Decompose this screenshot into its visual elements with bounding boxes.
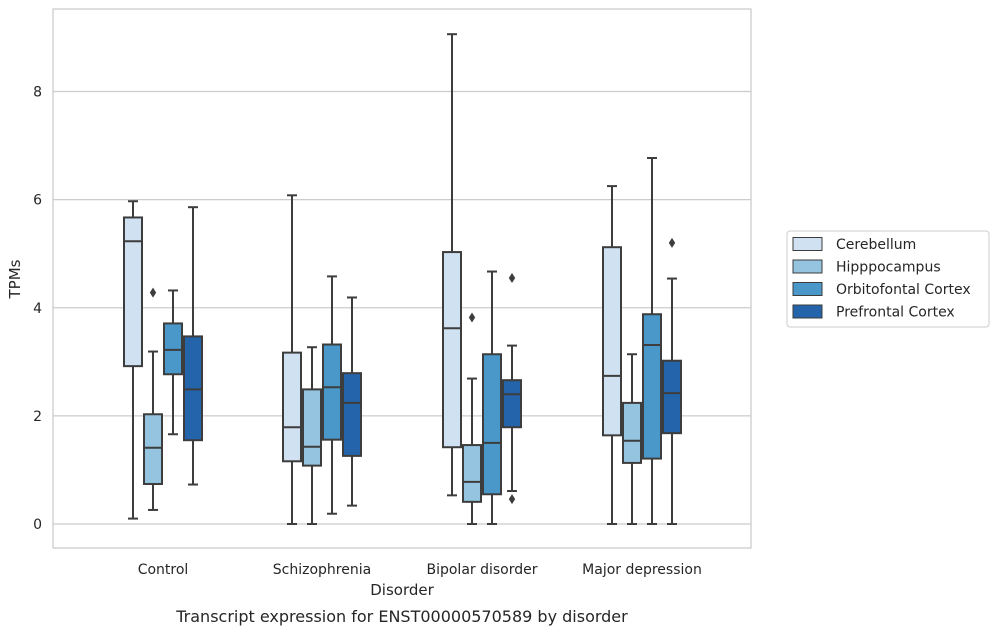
x-axis-label: Disorder	[370, 581, 434, 599]
legend-label: Prefrontal Cortex	[836, 305, 955, 321]
outlier-point	[468, 312, 476, 323]
box-plot	[482, 270, 502, 525]
legend-frame	[786, 230, 990, 328]
box-iqr	[143, 413, 163, 485]
box-plot	[282, 194, 302, 525]
box-plot	[662, 237, 682, 525]
legend: Cerebellum Hipppocampus Orbitofontal Corte…	[786, 230, 990, 328]
box-plot	[163, 289, 183, 436]
outlier-point	[508, 494, 516, 505]
box-plot	[602, 185, 622, 525]
outlier-point	[668, 237, 676, 248]
box-plot	[143, 287, 163, 511]
outlier-point	[149, 287, 157, 298]
x-tick-label: Control	[138, 562, 189, 578]
box-iqr	[482, 353, 502, 496]
legend-swatch	[792, 304, 823, 319]
box-plot	[442, 33, 462, 497]
y-tick-label: 4	[33, 301, 42, 317]
box-plot	[502, 273, 522, 505]
box-iqr	[622, 401, 642, 464]
y-tick-label: 6	[33, 193, 42, 209]
box-plot	[462, 312, 482, 525]
box-iqr	[502, 379, 522, 429]
box-plot	[642, 156, 662, 525]
legend-swatch	[792, 282, 823, 296]
box-iqr	[442, 251, 462, 449]
y-tick-label: 0	[33, 517, 42, 533]
x-tick-label: Major depression	[582, 562, 702, 578]
box-iqr	[123, 216, 143, 368]
box-plot	[622, 353, 642, 525]
box-iqr	[282, 351, 302, 463]
legend-swatch	[792, 237, 823, 251]
chart-title: Transcript expression for ENST0000057058…	[175, 607, 628, 626]
box-iqr	[642, 313, 662, 460]
x-tick-label: Bipolar disorder	[426, 562, 537, 578]
outlier-point	[508, 273, 516, 284]
box-iqr	[163, 322, 183, 376]
legend-label: Orbitofontal Cortex	[836, 282, 971, 298]
plot-area-frame	[52, 8, 752, 549]
box-plot	[183, 206, 203, 486]
box-iqr	[602, 246, 622, 437]
box-iqr	[662, 359, 682, 435]
box-iqr	[183, 335, 203, 442]
y-axis-ticks: 0 2 4 6 8	[33, 85, 42, 534]
box-groups	[123, 33, 682, 525]
box-plot	[342, 296, 362, 507]
y-tick-label: 8	[33, 85, 42, 101]
box-iqr	[342, 372, 362, 457]
box-plot	[302, 346, 322, 525]
box-iqr	[322, 343, 342, 441]
x-tick-label: Schizophrenia	[273, 562, 371, 578]
legend-label: Hipppocampus	[836, 260, 941, 276]
legend-label: Cerebellum	[836, 237, 916, 253]
box-iqr	[302, 388, 322, 467]
box-plot	[322, 275, 342, 515]
box-iqr	[462, 444, 482, 503]
box-plot	[123, 200, 143, 520]
y-axis-label: TPMs	[6, 259, 24, 299]
x-axis-ticks: Control Schizophrenia Bipolar disorder Majo…	[138, 562, 702, 578]
legend-swatch	[792, 259, 823, 274]
y-tick-label: 2	[33, 409, 42, 425]
